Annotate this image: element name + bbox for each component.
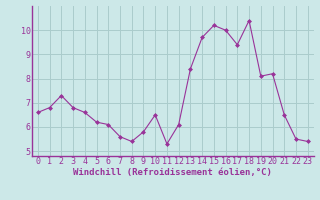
X-axis label: Windchill (Refroidissement éolien,°C): Windchill (Refroidissement éolien,°C) bbox=[73, 168, 272, 177]
